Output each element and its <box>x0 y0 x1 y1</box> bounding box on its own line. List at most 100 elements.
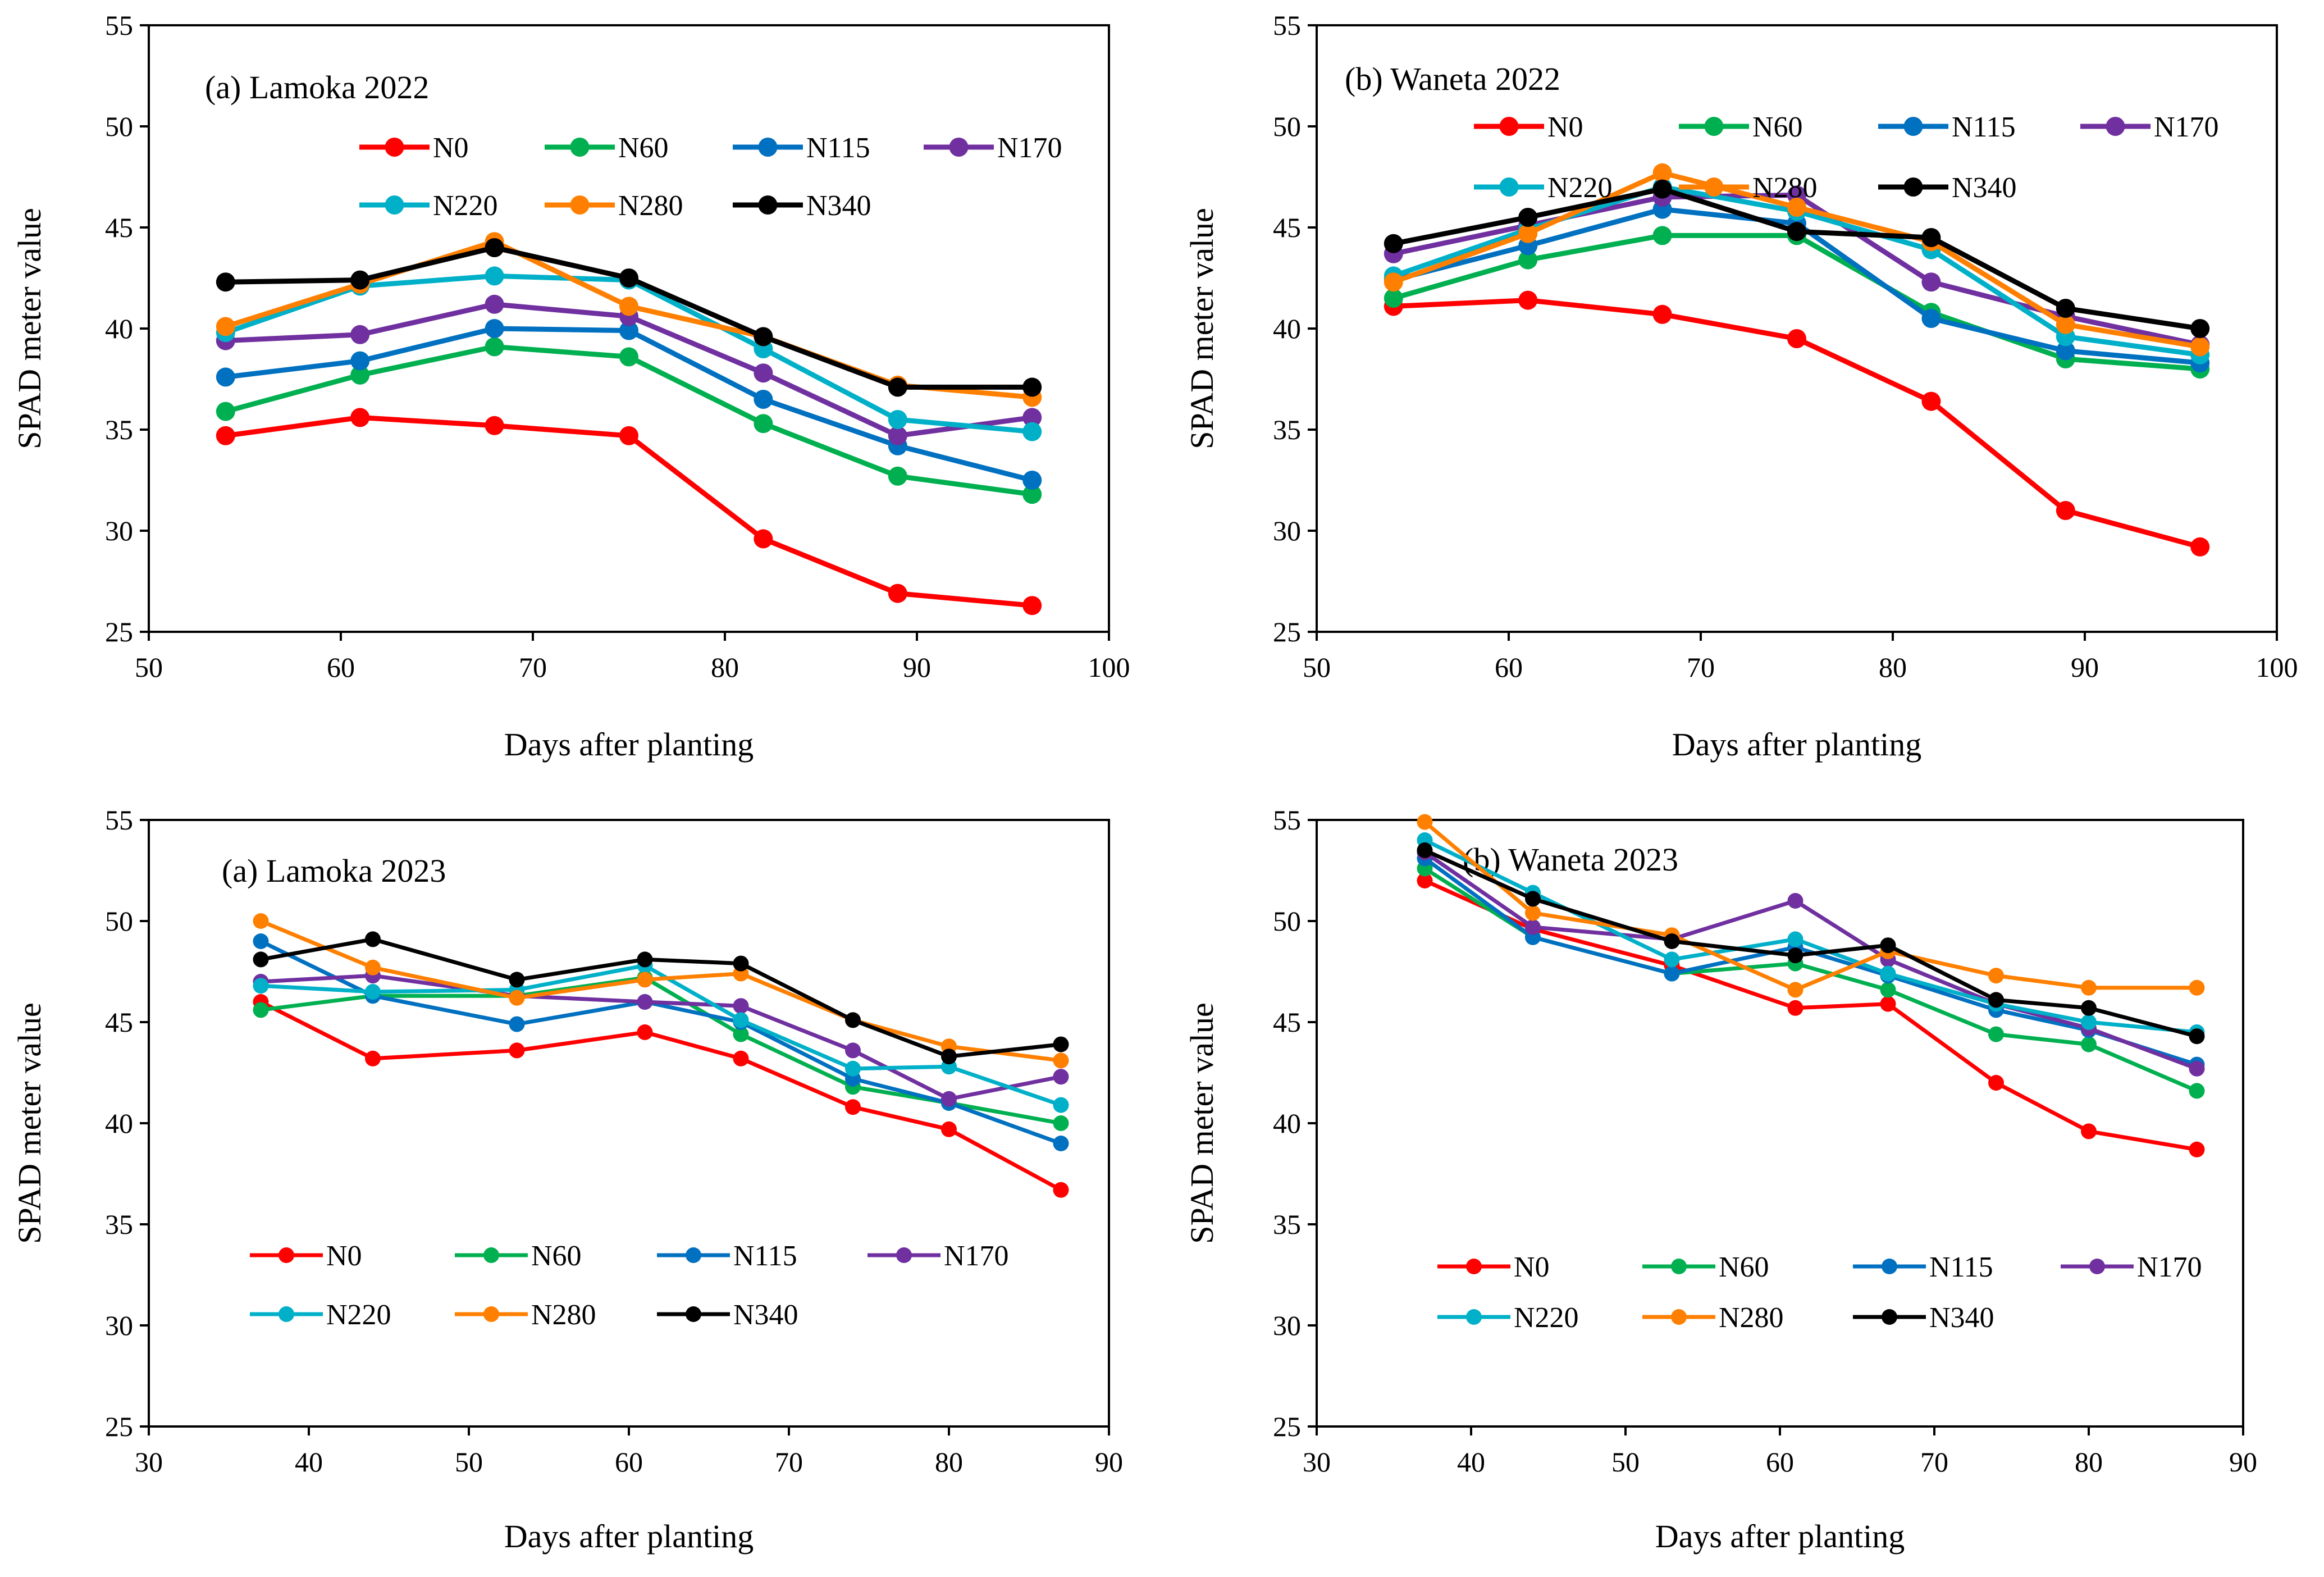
legend-marker-N115 <box>686 1247 701 1263</box>
legend: N0 N60 N115 N170 N220 N280 N340 <box>250 1240 1009 1331</box>
legend-label-N170: N170 <box>2137 1251 2202 1283</box>
series-line-N340 <box>260 937 1061 1059</box>
data-point-N115 <box>1664 965 1680 982</box>
x-tick-label: 80 <box>935 1446 963 1478</box>
series-line-N220 <box>261 963 1062 1107</box>
y-tick-label: 55 <box>1273 10 1301 41</box>
y-tick-label: 35 <box>105 414 133 445</box>
data-point-N115 <box>253 933 269 949</box>
series-N115 <box>216 319 1042 490</box>
x-tick-label: 80 <box>1879 651 1907 683</box>
legend-label-N170: N170 <box>997 132 1062 164</box>
legend-marker-N340 <box>1903 177 1923 197</box>
legend-marker-N220 <box>385 195 404 215</box>
panel-title: (a) Lamoka 2022 <box>205 69 429 106</box>
y-tick-label: 40 <box>1273 313 1301 344</box>
data-point-N280 <box>1384 272 1403 292</box>
legend: N0 N60 N115 N170 N220 N280 N340 <box>359 132 1062 222</box>
legend-label-N0: N0 <box>1547 111 1583 143</box>
data-point-N115 <box>1921 309 1941 328</box>
legend-marker-N340 <box>1882 1309 1897 1325</box>
legend-label-N220: N220 <box>1547 172 1613 204</box>
y-tick-label: 30 <box>105 1310 133 1341</box>
data-point-N170 <box>1525 919 1541 935</box>
data-point-N0 <box>733 1050 749 1066</box>
chart-panel-2: 25 30 35 40 45 50 55 50 60 70 80 90 100 Days after pl… <box>1184 10 2298 763</box>
data-point-N340 <box>485 238 504 257</box>
data-point-N115 <box>1053 1136 1069 1151</box>
x-tick-label: 90 <box>1095 1446 1123 1478</box>
x-axis-title: Days after planting <box>504 726 754 763</box>
data-point-N0 <box>1787 329 1806 348</box>
plot-frame <box>1316 819 2244 1428</box>
data-point-N115 <box>216 367 235 387</box>
data-point-N60 <box>216 402 235 421</box>
data-point-N60 <box>754 414 773 434</box>
data-point-N170 <box>1053 1069 1069 1085</box>
data-point-N340 <box>1988 992 2004 1008</box>
legend-marker-N170 <box>949 138 969 157</box>
y-axis-title: SPAD meter value <box>11 208 48 449</box>
data-point-N280 <box>1652 163 1672 183</box>
legend-label-N115: N115 <box>806 132 870 164</box>
x-tick-label: 70 <box>1687 651 1715 683</box>
legend-label-N170: N170 <box>2154 111 2219 143</box>
y-tick-label: 50 <box>1273 111 1301 142</box>
data-point-N340 <box>2081 1000 2097 1016</box>
data-point-N280 <box>253 913 269 929</box>
data-point-N340 <box>350 270 370 290</box>
data-point-N60 <box>1652 226 1672 245</box>
data-point-N0 <box>845 1099 861 1115</box>
y-tick-label: 30 <box>1273 1310 1301 1341</box>
data-point-N280 <box>1518 224 1538 243</box>
panel-title: (b) Waneta 2023 <box>1463 841 1678 878</box>
data-point-N220 <box>253 978 269 994</box>
data-point-N170 <box>733 998 749 1014</box>
data-point-N280 <box>619 297 638 316</box>
data-point-N220 <box>1022 422 1042 441</box>
legend: N0 N60 N115 N170 N220 N280 N340 <box>1474 111 2219 204</box>
y-tick-label: 45 <box>105 1006 133 1038</box>
legend-marker-N0 <box>1466 1259 1482 1274</box>
data-point-N280 <box>216 317 235 336</box>
data-point-N340 <box>733 955 749 972</box>
data-point-N60 <box>2081 1036 2097 1052</box>
data-point-N280 <box>1053 1052 1069 1069</box>
data-point-N280 <box>1787 982 1804 998</box>
data-point-N60 <box>485 337 504 357</box>
legend-marker-N280 <box>570 195 590 215</box>
data-point-N0 <box>216 426 235 445</box>
data-point-N0 <box>2189 1141 2205 1157</box>
data-point-N220 <box>1664 951 1680 968</box>
x-tick-label: 80 <box>711 651 739 683</box>
data-point-N280 <box>1417 814 1433 830</box>
data-point-N0 <box>1417 873 1433 888</box>
data-point-N340 <box>2190 319 2210 338</box>
data-point-N170 <box>637 994 653 1010</box>
data-point-N340 <box>1880 937 1896 954</box>
chart-panel-1: 25 30 35 40 45 50 55 50 60 70 80 90 100 Days after pl… <box>11 10 1130 763</box>
x-tick-label: 70 <box>519 651 547 683</box>
series-line-N0 <box>259 1000 1062 1192</box>
series-line-N0 <box>225 414 1033 608</box>
data-point-N170 <box>1022 408 1042 427</box>
legend-label-N60: N60 <box>1719 1251 1769 1283</box>
series-line-N170 <box>261 973 1062 1101</box>
data-point-N60 <box>1384 289 1403 308</box>
data-point-N0 <box>2056 501 2075 520</box>
legend-marker-N280 <box>483 1306 499 1322</box>
data-point-N340 <box>637 951 653 968</box>
x-tick-label: 90 <box>2071 651 2099 683</box>
legend-label-N340: N340 <box>806 190 871 222</box>
y-tick-label: 55 <box>1273 804 1301 836</box>
data-point-N280 <box>1787 198 1806 217</box>
series-N60 <box>216 337 1042 504</box>
data-point-N0 <box>509 1042 525 1059</box>
legend-label-N280: N280 <box>531 1299 596 1331</box>
series-N0 <box>1384 290 2210 557</box>
data-point-N340 <box>1525 891 1541 907</box>
legend-marker-N60 <box>1671 1259 1687 1274</box>
legend-marker-N170 <box>2106 117 2125 136</box>
x-axis-title: Days after planting <box>1672 726 1922 763</box>
